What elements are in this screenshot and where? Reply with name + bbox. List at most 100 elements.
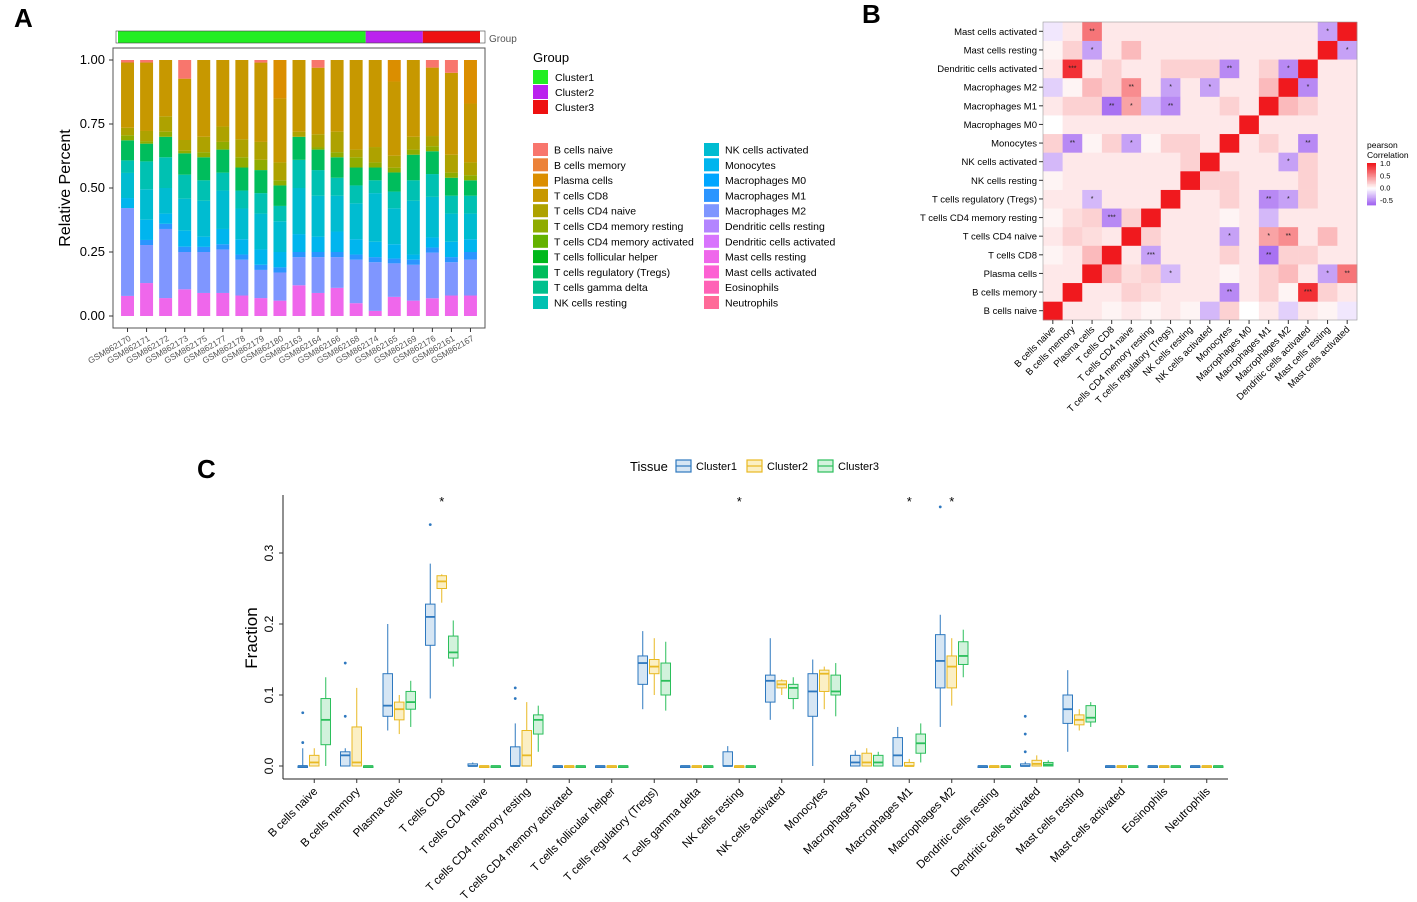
bar-segment: [444, 257, 458, 263]
heatmap-cell: [1101, 189, 1122, 209]
heatmap-cell: [1062, 189, 1083, 209]
box: [861, 752, 872, 767]
bar-segment: [273, 98, 287, 163]
bar-segment: [463, 252, 477, 260]
outlier-point: [938, 505, 942, 509]
panel-label-c: C: [197, 454, 216, 484]
celltype-legend-swatch: [533, 250, 548, 264]
bar-segment: [387, 244, 401, 259]
heatmap-cell: [1121, 171, 1142, 190]
heatmap-cell: [1121, 226, 1142, 246]
heatmap-cell: [1278, 189, 1299, 209]
box: [765, 674, 776, 703]
bar-segment: [216, 292, 230, 316]
bar-segment: [178, 289, 192, 316]
bar-segment: [254, 170, 268, 194]
heatmap-cell: [1239, 133, 1260, 153]
bar-segment: [159, 228, 173, 299]
heatmap-cell: [1082, 301, 1103, 321]
colorbar-tick-label: 0.0: [1380, 184, 1390, 193]
bar-segment: [444, 154, 458, 173]
heatmap-cell: [1317, 226, 1338, 246]
bar-segment: [311, 257, 325, 293]
significance-star: *: [1287, 196, 1290, 203]
celltype-legend-swatch: [704, 265, 719, 279]
bar-segment: [159, 188, 173, 214]
box: [382, 673, 393, 717]
heatmap-cell: [1160, 226, 1181, 246]
bar-segment: [197, 152, 211, 158]
box: [958, 641, 969, 665]
heatmap-cell: [1258, 59, 1279, 79]
heatmap-cell: [1082, 282, 1103, 302]
bar-segment: [406, 254, 420, 260]
bar-segment: [273, 162, 287, 181]
heatmap-cell: [1298, 245, 1319, 265]
heatmap-cell: [1258, 115, 1279, 135]
heatmap-cell: [1239, 77, 1260, 97]
bar-segment: [216, 190, 230, 229]
significance-star: *: [1326, 270, 1329, 277]
heatmap-cell: [1101, 59, 1122, 79]
heatmap-cell: [1200, 171, 1220, 190]
bar-segment: [463, 295, 477, 316]
bar-segment: [178, 150, 192, 154]
bar-segment: [330, 195, 344, 232]
boxplot-chart: Fraction 0.0 0.1 0.2 0.3 Tissue Cluster1 Cluste…: [242, 459, 1228, 902]
bar-segment: [216, 149, 230, 173]
significance-star: *: [1091, 196, 1094, 203]
colorbar-segment: [1367, 198, 1376, 200]
bar-segment: [216, 172, 230, 191]
group-legend-label: Cluster3: [555, 102, 594, 114]
bar-segment: [349, 239, 363, 255]
box: [405, 690, 416, 710]
heatmap-cell: [1101, 226, 1122, 246]
row-label: Macrophages M2: [964, 83, 1037, 94]
outlier-point: [343, 714, 347, 718]
heatmap-cell: [1258, 77, 1279, 97]
celltype-legend-swatch: [704, 158, 719, 172]
bar-segment: [121, 172, 135, 199]
celltype-legend-label: Dendritic cells activated: [725, 236, 835, 248]
bar-segment: [349, 167, 363, 186]
heatmap-cell: [1101, 96, 1122, 116]
box: [892, 737, 903, 767]
bar-segment: [292, 285, 306, 316]
heatmap-cell: [1278, 133, 1299, 153]
colorbar-title-2: Correlation: [1367, 150, 1409, 160]
heatmap-cell: [1101, 171, 1122, 190]
heatmap-cell: [1121, 264, 1142, 284]
heatmap-cell: [1219, 189, 1240, 209]
colorbar-segment: [1367, 178, 1376, 181]
bar-segment: [368, 257, 382, 263]
colorbar-tick-label: -0.5: [1380, 196, 1393, 205]
heatmap-cell: [1298, 96, 1319, 116]
row-label: Monocytes: [991, 139, 1037, 150]
bar-segment: [216, 249, 230, 293]
bar-segment: [463, 175, 477, 181]
heatmap-cell: [1200, 59, 1220, 79]
colorbar-segment: [1367, 203, 1376, 206]
bar-segment: [349, 149, 363, 158]
bar-segment: [311, 195, 325, 237]
heatmap-cell: [1278, 77, 1299, 97]
heatmap-cell: [1317, 264, 1338, 284]
box: [946, 655, 957, 689]
y-tick-label: 0.25: [80, 244, 105, 259]
bar-segment: [140, 62, 154, 131]
heatmap-cell: [1219, 59, 1240, 79]
box: [425, 603, 436, 646]
bar-segment: [140, 189, 154, 220]
colorbar-segment: [1367, 179, 1376, 182]
heatmap-cell: [1298, 77, 1319, 97]
row-label: T cells CD4 naive: [963, 232, 1037, 243]
heatmap-cell: [1101, 264, 1122, 284]
x-tick-label: Eosinophils: [1120, 785, 1170, 835]
bar-segment: [387, 191, 401, 209]
significance-star: **: [1109, 103, 1115, 110]
celltype-legend-label: Mast cells activated: [725, 267, 817, 279]
heatmap-cell: [1219, 245, 1240, 265]
bar-segment: [178, 153, 192, 175]
heatmap-cell: [1062, 152, 1083, 172]
bar-segment: [197, 246, 211, 252]
